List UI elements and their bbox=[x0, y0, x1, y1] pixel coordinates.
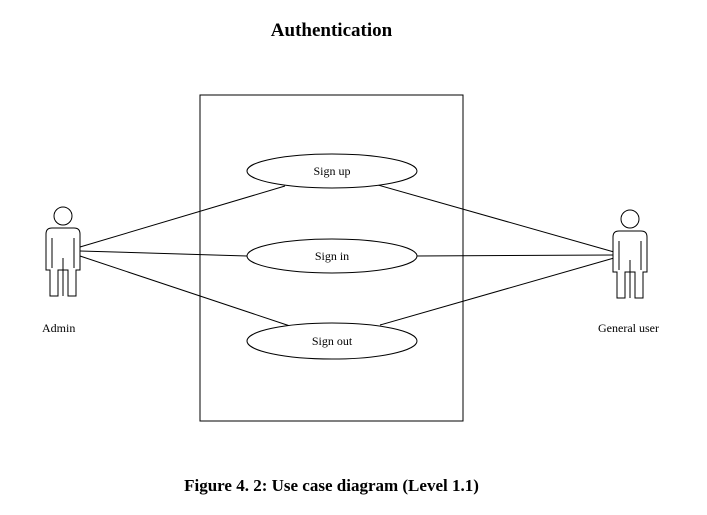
diagram-title: Authentication bbox=[270, 20, 393, 41]
figure-caption: Figure 4. 2: Use case diagram (Level 1.1… bbox=[184, 476, 479, 495]
actor-general-user-icon bbox=[612, 209, 648, 299]
use-case-label: Sign out bbox=[312, 334, 353, 348]
association-admin-sign-out bbox=[79, 255, 291, 327]
use-case-sign-out: Sign out bbox=[246, 322, 418, 360]
association-general-user-sign-in bbox=[415, 254, 615, 257]
association-general-user-sign-up bbox=[377, 184, 615, 253]
use-case-sign-up: Sign up bbox=[246, 153, 418, 189]
association-admin-sign-in bbox=[79, 250, 248, 257]
use-case-label: Sign in bbox=[315, 249, 349, 263]
actor-admin-label: Admin bbox=[42, 321, 76, 335]
use-case-sign-in: Sign in bbox=[246, 238, 418, 274]
association-general-user-sign-out bbox=[379, 257, 615, 326]
associations bbox=[79, 184, 615, 327]
actor-general-user-label: General user bbox=[598, 321, 659, 335]
actor-admin-icon bbox=[45, 206, 81, 297]
association-admin-sign-up bbox=[79, 185, 286, 248]
use-case-label: Sign up bbox=[313, 164, 350, 178]
